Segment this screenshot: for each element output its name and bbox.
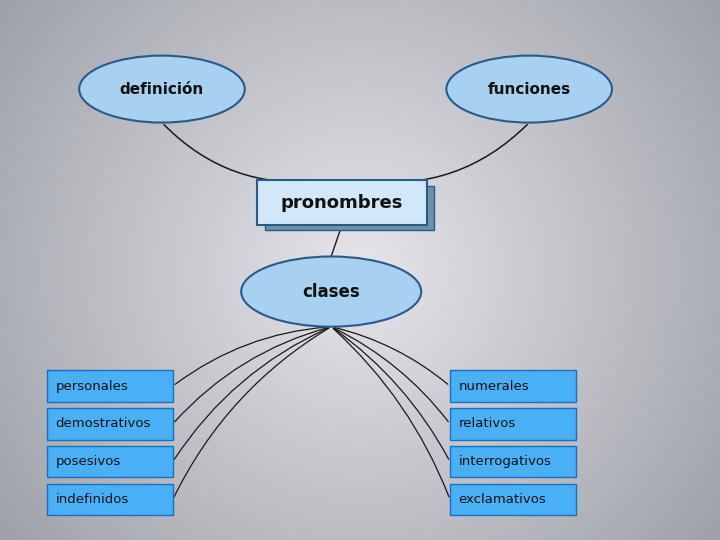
Ellipse shape: [79, 56, 245, 123]
FancyBboxPatch shape: [450, 446, 576, 477]
FancyBboxPatch shape: [450, 370, 576, 402]
Text: pronombres: pronombres: [281, 193, 403, 212]
FancyBboxPatch shape: [450, 484, 576, 515]
Text: relativos: relativos: [459, 417, 516, 430]
FancyBboxPatch shape: [47, 484, 173, 515]
FancyBboxPatch shape: [47, 446, 173, 477]
Text: exclamativos: exclamativos: [459, 493, 546, 506]
Text: definición: definición: [120, 82, 204, 97]
Text: clases: clases: [302, 282, 360, 301]
Text: indefinidos: indefinidos: [55, 493, 129, 506]
Text: numerales: numerales: [459, 380, 529, 393]
FancyBboxPatch shape: [47, 408, 173, 440]
FancyBboxPatch shape: [265, 186, 433, 230]
Ellipse shape: [446, 56, 612, 123]
Text: funciones: funciones: [487, 82, 571, 97]
FancyBboxPatch shape: [258, 180, 426, 225]
FancyBboxPatch shape: [47, 370, 173, 402]
Text: posesivos: posesivos: [55, 455, 121, 468]
FancyBboxPatch shape: [450, 408, 576, 440]
Text: demostrativos: demostrativos: [55, 417, 150, 430]
Text: personales: personales: [55, 380, 128, 393]
Text: interrogativos: interrogativos: [459, 455, 552, 468]
Ellipse shape: [241, 256, 421, 327]
